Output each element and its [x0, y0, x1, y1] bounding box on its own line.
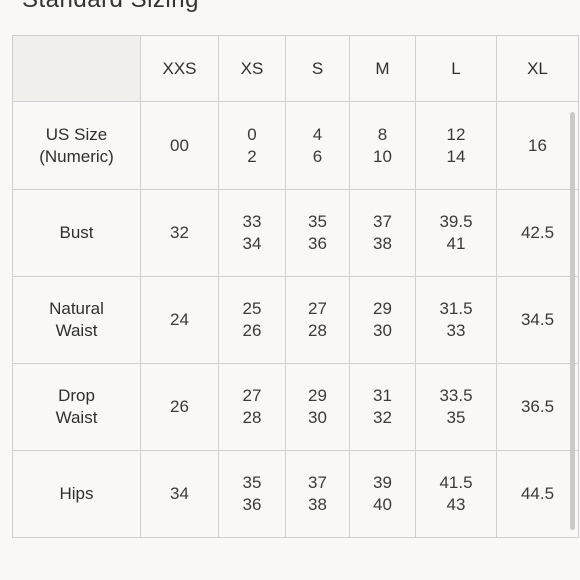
column-header: XL: [496, 35, 579, 102]
table-cell: 37 38: [349, 189, 416, 277]
table-cell: 36.5: [496, 363, 579, 451]
table-cell: 25 26: [218, 276, 286, 364]
table-cell: 31 32: [349, 363, 416, 451]
table-row: US Size (Numeric) 00 0 2 4 6 8 10 12 14 …: [12, 101, 579, 190]
table-cell: 8 10: [349, 101, 416, 190]
row-label: Natural Waist: [12, 276, 141, 364]
table-cell: 16: [496, 101, 579, 190]
header-row: XXS XS S M L XL: [12, 35, 579, 102]
table-cell: 12 14: [415, 101, 497, 190]
table-cell: 33 34: [218, 189, 286, 277]
row-label: US Size (Numeric): [12, 101, 141, 190]
table-cell: 34.5: [496, 276, 579, 364]
table-cell: 33.5 35: [415, 363, 497, 451]
table-cell: 41.5 43: [415, 450, 497, 538]
table-cell: 35 36: [285, 189, 350, 277]
table-cell: 4 6: [285, 101, 350, 190]
column-header: XXS: [140, 35, 219, 102]
corner-cell: [12, 35, 141, 102]
table-cell: 27 28: [285, 276, 350, 364]
table-cell: 32: [140, 189, 219, 277]
table-cell: 34: [140, 450, 219, 538]
table-cell: 00: [140, 101, 219, 190]
column-header: M: [349, 35, 416, 102]
row-label: Hips: [12, 450, 141, 538]
table-cell: 39 40: [349, 450, 416, 538]
table-cell: 35 36: [218, 450, 286, 538]
table-row: Drop Waist 26 27 28 29 30 31 32 33.5 35 …: [12, 363, 579, 451]
table-cell: 37 38: [285, 450, 350, 538]
column-header: XS: [218, 35, 286, 102]
table-cell: 29 30: [285, 363, 350, 451]
column-header: L: [415, 35, 497, 102]
table-cell: 26: [140, 363, 219, 451]
row-label: Drop Waist: [12, 363, 141, 451]
table-cell: 42.5: [496, 189, 579, 277]
row-label: Bust: [12, 189, 141, 277]
table-cell: 24: [140, 276, 219, 364]
table-row: Natural Waist 24 25 26 27 28 29 30 31.5 …: [12, 276, 579, 364]
table-cell: 27 28: [218, 363, 286, 451]
size-table: XXS XS S M L XL US Size (Numeric) 00 0 2…: [12, 35, 579, 538]
table-cell: 31.5 33: [415, 276, 497, 364]
table-row: Bust 32 33 34 35 36 37 38 39.5 41 42.5: [12, 189, 579, 277]
table-cell: 44.5: [496, 450, 579, 538]
scrollbar[interactable]: [570, 112, 575, 530]
table-row: Hips 34 35 36 37 38 39 40 41.5 43 44.5: [12, 450, 579, 538]
table-cell: 0 2: [218, 101, 286, 190]
column-header: S: [285, 35, 350, 102]
table-cell: 29 30: [349, 276, 416, 364]
page-title: Standard Sizing: [22, 0, 199, 14]
table-cell: 39.5 41: [415, 189, 497, 277]
